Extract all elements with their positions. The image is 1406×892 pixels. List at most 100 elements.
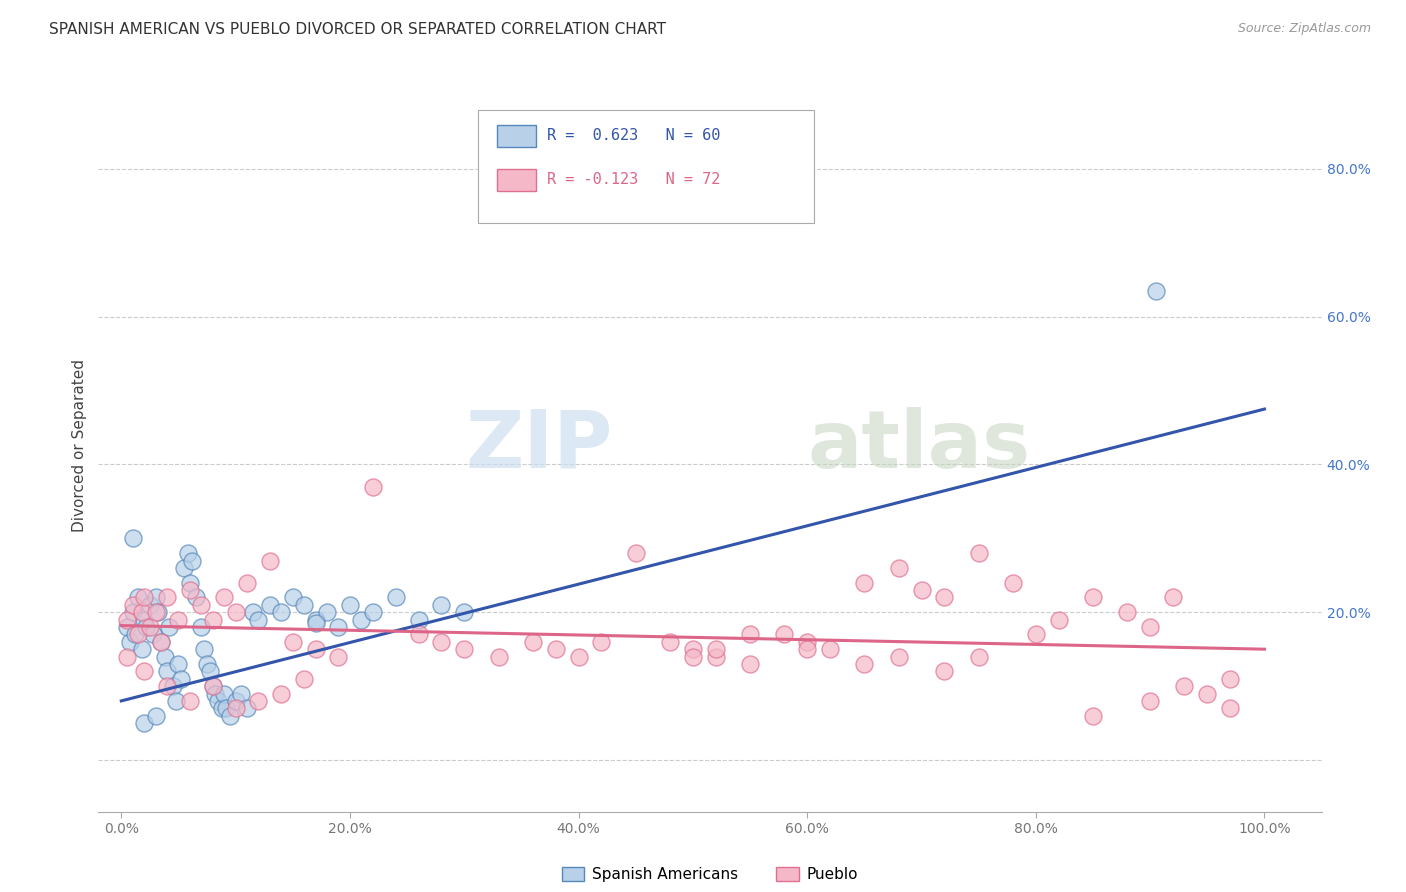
Point [142,627,165,641]
Point [1139,694,1161,708]
Point [145,708,167,723]
Point [173,561,195,575]
Point [682,642,704,657]
Point [146,605,169,619]
Point [242,605,264,619]
Point [796,642,818,657]
Point [304,642,326,657]
Point [361,605,384,619]
Point [156,665,179,679]
Point [773,627,796,641]
Point [1197,686,1219,700]
Point [292,598,315,612]
Point [150,634,173,648]
Point [304,613,326,627]
Point [124,627,146,641]
Point [328,620,350,634]
Point [934,665,956,679]
Point [193,642,215,657]
Point [201,613,224,627]
Point [270,686,292,700]
Point [1047,613,1070,627]
Point [1144,284,1167,298]
Text: ZIP: ZIP [465,407,612,485]
Point [145,591,167,605]
Point [488,649,510,664]
Point [1173,679,1195,693]
Point [167,613,190,627]
Point [1001,575,1024,590]
Point [115,620,138,634]
Point [211,701,233,715]
FancyBboxPatch shape [498,169,536,191]
Point [170,672,193,686]
Point [219,708,242,723]
Point [1139,620,1161,634]
FancyBboxPatch shape [478,110,814,223]
Point [156,679,179,693]
Point [127,591,149,605]
Point [201,679,224,693]
Point [153,649,176,664]
Point [231,686,253,700]
Point [887,649,910,664]
Point [967,546,990,560]
Point [207,694,229,708]
Point [225,605,247,619]
Point [408,627,430,641]
Point [544,642,567,657]
Point [156,591,179,605]
Point [853,657,876,671]
Point [659,634,682,648]
Point [281,591,304,605]
Point [567,649,589,664]
Point [1219,672,1241,686]
Point [384,591,406,605]
Point [453,605,475,619]
Point [738,627,761,641]
Point [181,553,204,567]
Point [910,583,932,598]
Point [134,665,156,679]
Point [704,642,727,657]
Point [853,575,876,590]
Point [190,598,212,612]
Point [135,620,157,634]
FancyBboxPatch shape [498,125,536,147]
Point [134,613,156,627]
Text: atlas: atlas [808,407,1031,485]
Point [1081,591,1104,605]
Point [225,701,247,715]
Point [350,613,373,627]
Point [165,694,187,708]
Point [1116,605,1139,619]
Point [796,634,818,648]
Point [430,634,453,648]
Point [316,605,339,619]
Point [361,480,384,494]
Point [121,532,143,546]
Point [430,598,453,612]
Point [127,627,149,641]
Point [115,649,138,664]
Point [934,591,956,605]
Point [195,657,218,671]
Point [179,583,201,598]
Point [139,620,162,634]
Point [738,657,761,671]
Y-axis label: Divorced or Separated: Divorced or Separated [72,359,87,533]
Point [887,561,910,575]
Point [818,642,841,657]
Point [212,686,235,700]
Point [115,613,138,627]
Point [1025,627,1047,641]
Point [167,657,190,671]
Point [120,634,142,648]
Point [247,694,270,708]
Point [236,701,259,715]
Point [270,605,292,619]
Legend: Spanish Americans, Pueblo: Spanish Americans, Pueblo [555,861,865,888]
Text: SPANISH AMERICAN VS PUEBLO DIVORCED OR SEPARATED CORRELATION CHART: SPANISH AMERICAN VS PUEBLO DIVORCED OR S… [49,22,666,37]
Point [201,679,224,693]
Point [281,634,304,648]
